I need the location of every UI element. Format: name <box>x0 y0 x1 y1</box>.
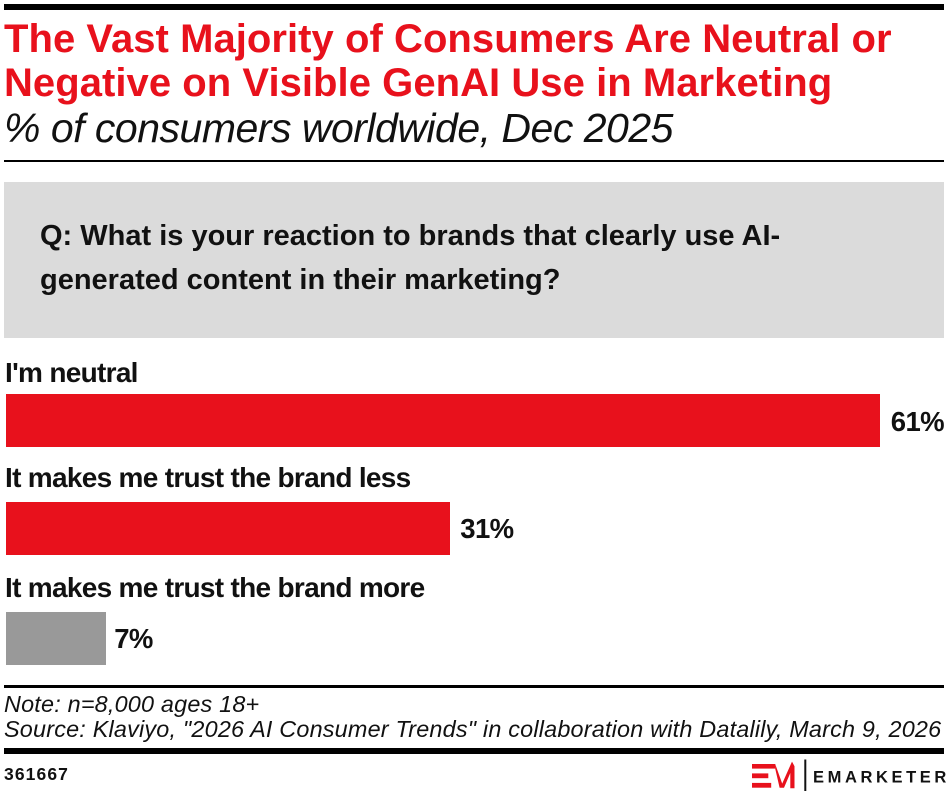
svg-text:EMARKETER: EMARKETER <box>813 768 948 786</box>
